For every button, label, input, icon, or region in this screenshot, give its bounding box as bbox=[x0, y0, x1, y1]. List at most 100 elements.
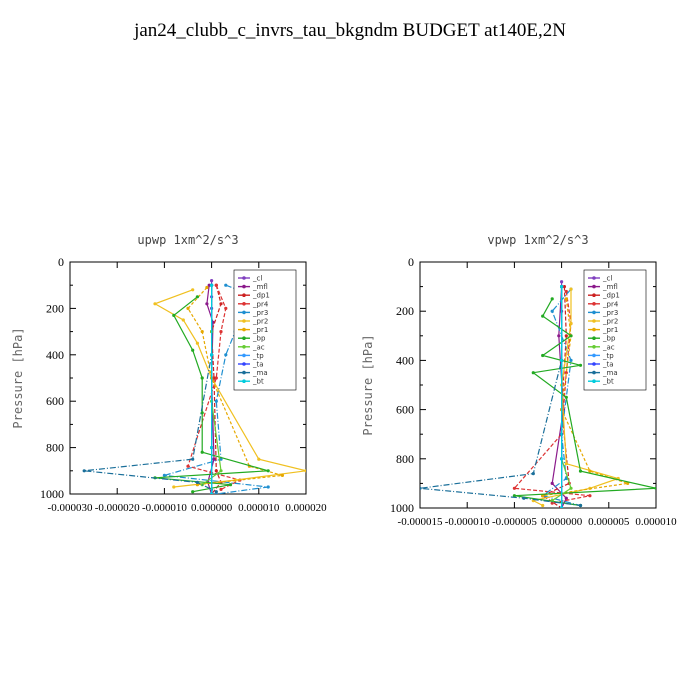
y-axis-label: Pressure [hPa] bbox=[11, 327, 25, 428]
y-tick-label: 600 bbox=[46, 394, 64, 408]
legend-label: _mfl bbox=[602, 283, 618, 291]
legend-marker bbox=[242, 353, 246, 358]
data-point bbox=[266, 469, 270, 473]
legend-marker bbox=[242, 336, 246, 341]
legend-marker bbox=[592, 353, 596, 358]
legend-label: _ma bbox=[602, 369, 618, 377]
legend-label: _dp1 bbox=[252, 292, 270, 300]
legend-marker bbox=[242, 302, 246, 306]
data-point bbox=[219, 469, 223, 473]
data-point bbox=[214, 469, 218, 473]
data-point bbox=[172, 485, 176, 489]
data-point bbox=[172, 313, 176, 317]
data-point bbox=[588, 469, 592, 473]
data-point bbox=[420, 486, 422, 490]
data-point bbox=[200, 376, 204, 380]
legend-label: _tp bbox=[602, 352, 614, 360]
data-point bbox=[214, 399, 218, 403]
y-tick-label: 800 bbox=[396, 452, 414, 466]
legend-marker bbox=[592, 345, 596, 349]
data-point bbox=[550, 481, 554, 485]
page-title: jan24_clubb_c_invrs_tau_bkgndm BUDGET at… bbox=[134, 20, 566, 41]
data-point bbox=[512, 494, 517, 498]
legend-marker bbox=[592, 327, 596, 332]
data-point bbox=[210, 283, 214, 287]
y-tick-label: 400 bbox=[46, 348, 64, 362]
y-tick-label: 200 bbox=[396, 304, 414, 318]
legend-marker bbox=[592, 319, 596, 323]
data-point bbox=[219, 457, 223, 461]
data-point bbox=[224, 306, 228, 310]
data-point bbox=[219, 487, 223, 491]
data-point bbox=[210, 492, 214, 494]
legend-marker bbox=[592, 302, 596, 306]
legend-marker bbox=[242, 345, 246, 349]
legend-label: _cl bbox=[602, 275, 612, 283]
data-point bbox=[562, 285, 567, 289]
data-point bbox=[191, 490, 195, 494]
x-tick-label: -0.000015 bbox=[398, 516, 443, 528]
legend-label: _mfl bbox=[252, 283, 268, 291]
legend-label: _pr2 bbox=[252, 318, 268, 326]
data-point bbox=[578, 469, 583, 473]
data-point bbox=[531, 472, 535, 476]
data-point bbox=[195, 483, 199, 487]
legend-marker bbox=[242, 293, 246, 298]
data-point bbox=[569, 334, 573, 338]
series-group bbox=[82, 279, 306, 494]
legend-label: _pr4 bbox=[252, 300, 269, 308]
data-point bbox=[191, 288, 195, 292]
panel-1: upwp 1xm^2/s^3 Pressure [hPa] 0 200 400 600 80… bbox=[11, 233, 327, 514]
data-point bbox=[191, 457, 195, 461]
data-point bbox=[550, 499, 554, 503]
data-point bbox=[186, 464, 190, 468]
y-tick-label: 0 bbox=[58, 255, 64, 269]
data-point bbox=[212, 376, 216, 380]
data-point bbox=[210, 446, 214, 450]
data-point bbox=[205, 285, 209, 290]
data-point bbox=[195, 480, 199, 484]
legend-marker bbox=[242, 319, 246, 323]
y-axis-label: Pressure [hPa] bbox=[361, 334, 375, 435]
data-point bbox=[569, 486, 573, 490]
legend-label: _ma bbox=[252, 369, 268, 377]
legend-marker bbox=[592, 370, 596, 375]
legend-marker bbox=[242, 327, 246, 332]
y-tick-label: 800 bbox=[46, 441, 64, 455]
data-point bbox=[578, 503, 583, 508]
data-point bbox=[531, 371, 535, 375]
x-tick-label: -0.000030 bbox=[48, 502, 93, 514]
data-point bbox=[219, 302, 223, 306]
legend-marker bbox=[242, 284, 246, 289]
data-point bbox=[224, 283, 228, 287]
x-tick-label: 0.000010 bbox=[635, 516, 677, 528]
data-point bbox=[200, 483, 204, 487]
data-point bbox=[550, 297, 554, 301]
x-tick-label: -0.000010 bbox=[445, 516, 490, 528]
data-point bbox=[181, 318, 185, 322]
legend-marker bbox=[592, 293, 596, 298]
series-line-pr2 bbox=[531, 289, 621, 507]
x-tick-label: -0.000020 bbox=[95, 502, 140, 514]
legend-marker bbox=[242, 370, 246, 375]
data-point bbox=[191, 348, 195, 352]
data-point bbox=[550, 501, 554, 505]
data-point bbox=[564, 462, 568, 466]
series-line-bp bbox=[154, 296, 269, 493]
panel-2: vpwp 1xm^2/s^3 Pressure [hPa] 0 200 400 600 80… bbox=[361, 233, 677, 528]
legend-label: _ta bbox=[252, 361, 264, 369]
legend-label: _ta bbox=[602, 361, 614, 369]
y-tick-label: 0 bbox=[408, 255, 414, 269]
y-tick-label: 200 bbox=[46, 301, 64, 315]
data-point bbox=[569, 358, 573, 362]
data-point bbox=[82, 469, 86, 473]
data-point bbox=[578, 363, 583, 367]
data-point bbox=[219, 330, 223, 334]
data-point bbox=[564, 496, 568, 500]
legend-label: _pr3 bbox=[252, 309, 268, 317]
data-point bbox=[214, 376, 218, 380]
data-point bbox=[564, 334, 568, 338]
data-point bbox=[214, 283, 218, 287]
y-tick-label: 1000 bbox=[390, 501, 414, 515]
